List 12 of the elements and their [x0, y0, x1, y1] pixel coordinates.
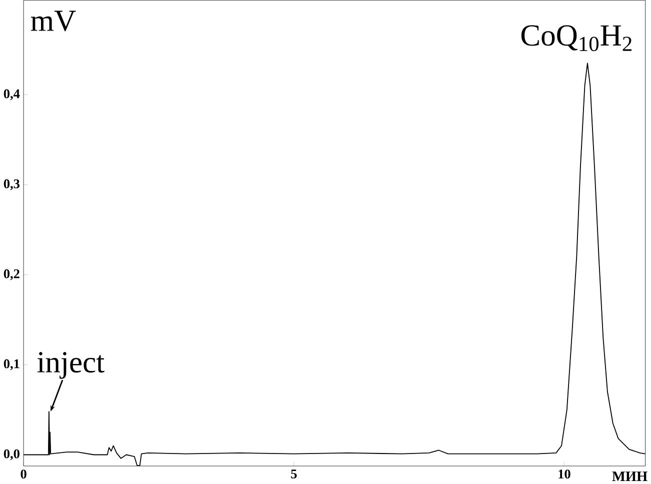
x-axis-title: МИН — [612, 471, 648, 481]
y-axis-title: mV — [30, 10, 76, 32]
y-tick-label: 0,4 — [4, 89, 20, 100]
x-tick-label: 0 — [20, 469, 26, 478]
annotation: inject — [37, 352, 104, 379]
x-tick-label: 5 — [291, 469, 297, 478]
y-tick-label: 0,3 — [4, 179, 20, 190]
y-tick-label: 0,2 — [4, 269, 20, 280]
annotation: CoQ$_{10}$H$_{2}$ — [521, 25, 632, 51]
y-tick-label: 0,0 — [4, 449, 20, 460]
x-tick-label: 10 — [558, 469, 570, 478]
y-tick-label: 0,1 — [4, 359, 20, 370]
